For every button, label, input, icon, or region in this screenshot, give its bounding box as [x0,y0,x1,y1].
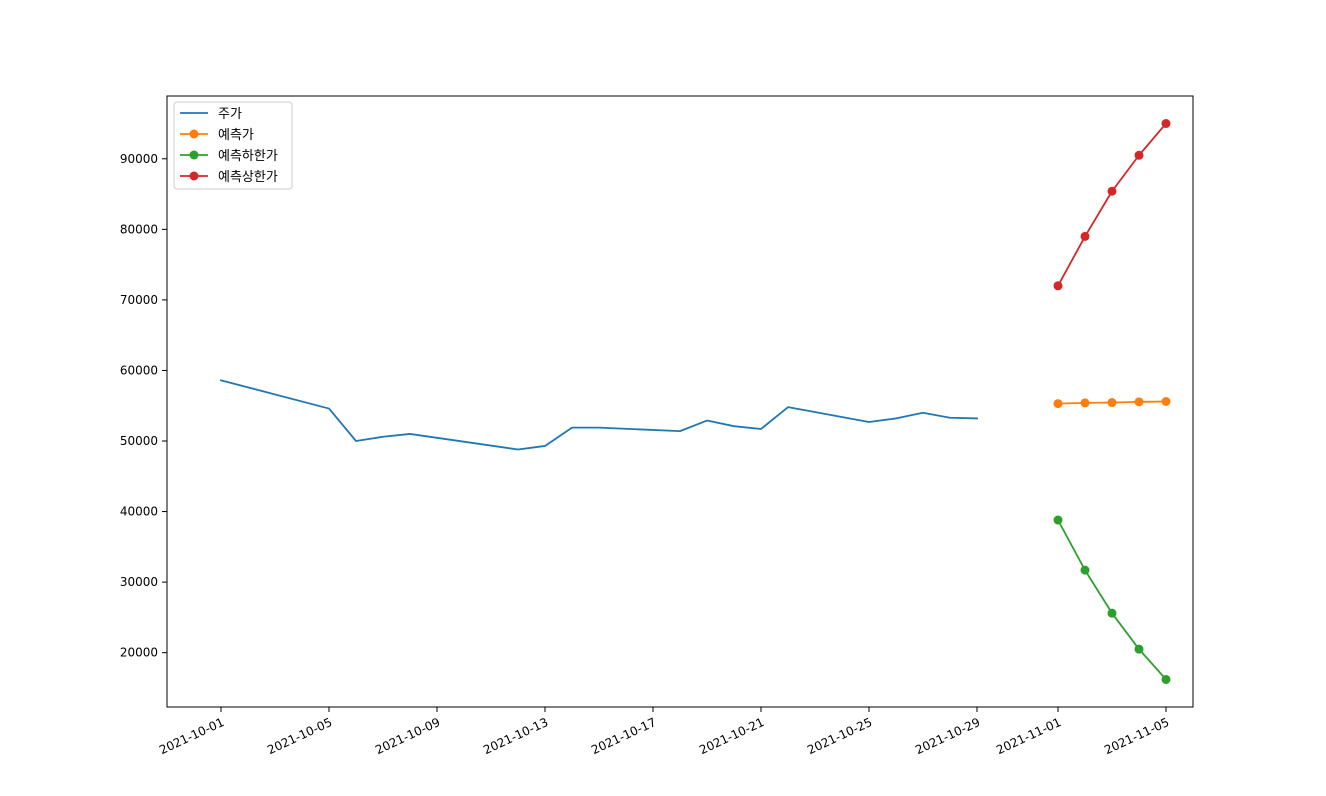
data-point [1053,515,1063,525]
legend-marker [189,171,199,181]
data-point [1134,150,1144,160]
data-point [1053,281,1063,291]
data-point [1161,674,1171,684]
y-tick-label: 90000 [120,152,158,166]
data-point [1134,644,1144,654]
series-0 [219,379,978,451]
data-point [1161,397,1171,406]
series-3 [1053,119,1171,291]
y-axis: 20000 30000 40000 50000 60000 70000 80000 90000 [120,152,167,660]
legend-item: 예측가 [180,128,254,143]
plot-area-frame [166,95,1194,708]
data-point [1107,398,1117,408]
series-layer [219,119,1171,684]
legend-item: 예측상한가 [180,170,278,185]
legend-marker [189,150,199,160]
data-point [1053,399,1063,409]
data-point [1080,565,1090,575]
data-point [1107,186,1117,196]
data-point [1134,397,1144,407]
data-point [1161,119,1171,129]
data-point [1107,608,1117,618]
series-2 [1053,515,1171,684]
series-1 [1053,397,1171,409]
legend-marker [189,129,199,139]
data-point [1080,231,1090,241]
legend-label: 예측하한가 [218,149,278,164]
legend-label: 예측가 [218,128,254,143]
y-tick-label: 20000 [120,646,158,660]
legend-label: 주가 [218,107,242,122]
y-tick-label: 50000 [120,434,158,448]
y-tick-label: 80000 [120,222,158,236]
y-tick-label: 70000 [120,293,158,307]
y-tick-label: 30000 [120,575,158,589]
y-tick-label: 60000 [120,363,158,377]
legend-item: 주가 [180,107,242,122]
data-point [1080,398,1090,408]
legend-box [173,101,293,190]
legend-label: 예측상한가 [218,170,278,185]
legend-item: 예측하한가 [180,149,278,164]
y-tick-label: 40000 [120,505,158,519]
series-line [219,379,978,451]
